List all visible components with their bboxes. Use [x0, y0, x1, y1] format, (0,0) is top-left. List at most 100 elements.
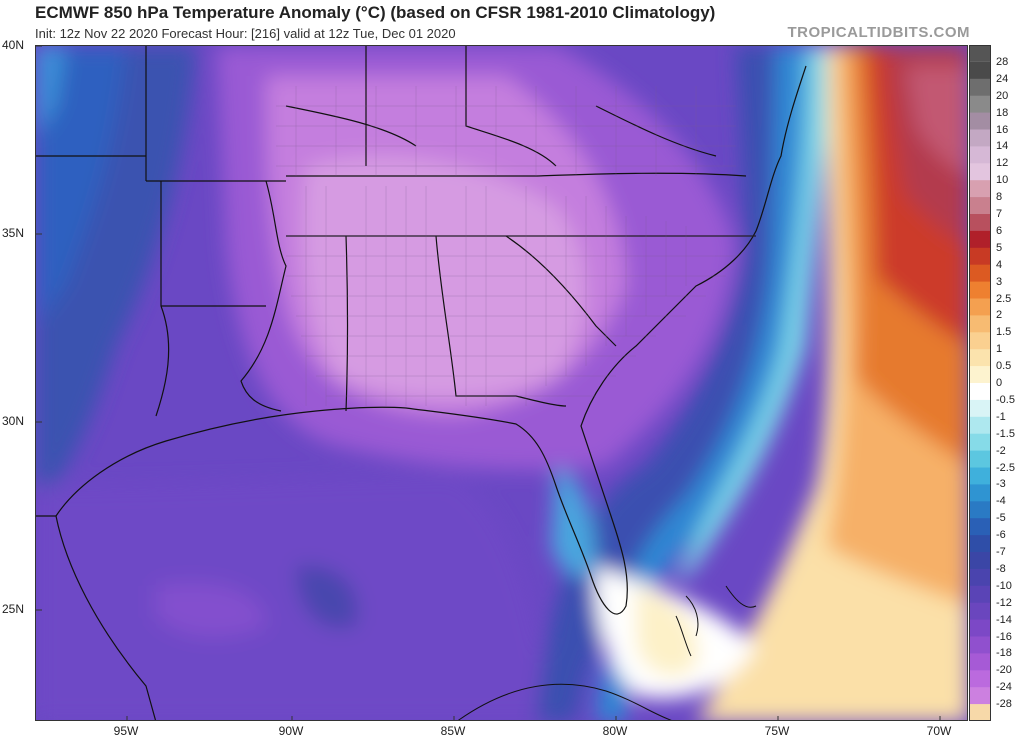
colorbar-swatch	[969, 281, 991, 299]
colorbar-swatch	[969, 95, 991, 114]
colorbar-border	[969, 45, 991, 721]
colorbar-label: -28	[996, 698, 1012, 711]
colorbar-label: -8	[996, 562, 1006, 575]
lon-label-85w: 85W	[440, 724, 466, 738]
colorbar	[969, 45, 991, 721]
colorbar-label: -10	[996, 579, 1012, 592]
colorbar-swatch	[969, 568, 991, 587]
colorbar-min	[969, 704, 991, 721]
lon-label-90w: 90W	[278, 724, 304, 738]
colorbar-swatch	[969, 247, 991, 266]
colorbar-swatch	[969, 484, 991, 502]
colorbar-swatch	[969, 518, 991, 536]
colorbar-label: 20	[996, 89, 1009, 102]
colorbar-label: -1.5	[996, 427, 1015, 440]
colorbar-label: 4	[996, 258, 1003, 271]
colorbar-swatch	[969, 687, 991, 705]
colorbar-label: -4	[996, 495, 1006, 508]
colorbar-swatch	[969, 129, 991, 147]
anomaly-field	[36, 46, 967, 720]
anomaly-map	[35, 45, 968, 721]
colorbar-swatch	[969, 78, 991, 97]
colorbar-swatch	[969, 670, 991, 688]
colorbar-swatch	[969, 298, 991, 316]
colorbar-label: -2.5	[996, 461, 1015, 474]
colorbar-swatch	[969, 501, 991, 519]
colorbar-label: 18	[996, 106, 1009, 119]
lon-label-75w: 75W	[764, 724, 790, 738]
colorbar-label: 3	[996, 275, 1003, 288]
map-title: ECMWF 850 hPa Temperature Anomaly (°C) (…	[35, 3, 716, 22]
colorbar-swatch	[969, 180, 991, 198]
colorbar-swatch	[969, 602, 991, 621]
colorbar-swatch	[969, 197, 991, 215]
lat-label-25n: 25N	[2, 602, 25, 616]
colorbar-label: 10	[996, 174, 1009, 187]
colorbar-label: 2.5	[996, 292, 1012, 305]
coastline	[55, 65, 807, 615]
grid-ticks	[36, 46, 941, 720]
colorbar-label: -5	[996, 512, 1006, 525]
colorbar-label: 28	[996, 55, 1009, 68]
colorbar-swatch	[969, 230, 991, 249]
islands	[458, 585, 757, 720]
texas-coast	[36, 515, 157, 720]
colorbar-label: -0.5	[996, 393, 1015, 406]
colorbar-label: -3	[996, 478, 1006, 491]
colorbar-labels: 28 24 20 18 16 14 12 10 8 7 6 5 4 3 2.5 2 1.5 1 0.5 0 -0.5 -1…	[993, 45, 1024, 721]
colorbar-label: -6	[996, 529, 1006, 542]
colorbar-label: 12	[996, 157, 1009, 170]
colorbar-label: 7	[996, 208, 1003, 220]
colorbar-swatch	[969, 366, 991, 384]
colorbar-swatch	[969, 399, 991, 418]
lat-label-40n: 40N	[2, 38, 25, 52]
colorbar-swatch	[969, 214, 991, 232]
colorbar-swatch	[969, 636, 991, 654]
colorbar-label: 14	[996, 140, 1009, 153]
colorbar-label: -16	[996, 630, 1012, 643]
lon-label-70w: 70W	[926, 724, 952, 738]
county-outlines	[276, 86, 756, 406]
lon-label-95w: 95W	[113, 724, 139, 738]
colorbar-swatch	[969, 585, 991, 604]
colorbar-label: 8	[996, 191, 1003, 204]
colorbar-swatch	[969, 467, 991, 485]
colorbar-label: 5	[996, 241, 1003, 254]
colorbar-swatch	[969, 163, 991, 181]
colorbar-swatch	[969, 264, 991, 283]
site-brand: TROPICALTIDBITS.COM	[787, 24, 970, 41]
colorbar-label: 6	[996, 224, 1003, 237]
colorbar-swatch	[969, 61, 991, 80]
colorbar-swatch	[969, 315, 991, 333]
colorbar-swatch	[969, 349, 991, 367]
colorbar-swatch	[969, 332, 991, 350]
colorbar-swatch	[969, 433, 991, 452]
colorbar-swatch	[969, 552, 991, 570]
colorbar-label: -24	[996, 681, 1012, 694]
colorbar-label: -14	[996, 613, 1012, 626]
colorbar-swatch	[969, 619, 991, 637]
map-canvas	[36, 46, 967, 720]
colorbar-label: 1	[996, 343, 1003, 356]
colorbar-label: -2	[996, 444, 1006, 457]
colorbar-swatch	[969, 535, 991, 553]
colorbar-label: -20	[996, 664, 1012, 677]
colorbar-swatch	[969, 112, 991, 130]
colorbar-label: -12	[996, 596, 1012, 609]
colorbar-label: 16	[996, 123, 1009, 136]
colorbar-label: -18	[996, 647, 1012, 660]
colorbar-swatch	[969, 653, 991, 671]
colorbar-label: 0.5	[996, 360, 1012, 373]
lat-label-35n: 35N	[2, 226, 25, 240]
colorbar-swatch	[969, 146, 991, 164]
colorbar-swatch	[969, 450, 991, 468]
colorbar-swatch	[969, 416, 991, 435]
colorbar-cap	[969, 45, 991, 62]
colorbar-label: -1	[996, 410, 1006, 423]
forecast-info: Init: 12z Nov 22 2020 Forecast Hour: [21…	[35, 26, 456, 41]
colorbar-swatch	[969, 383, 991, 401]
colorbar-label: -7	[996, 546, 1006, 558]
colorbar-label: 0	[996, 377, 1003, 389]
colorbar-label: 2	[996, 309, 1003, 322]
boundaries	[36, 46, 807, 720]
